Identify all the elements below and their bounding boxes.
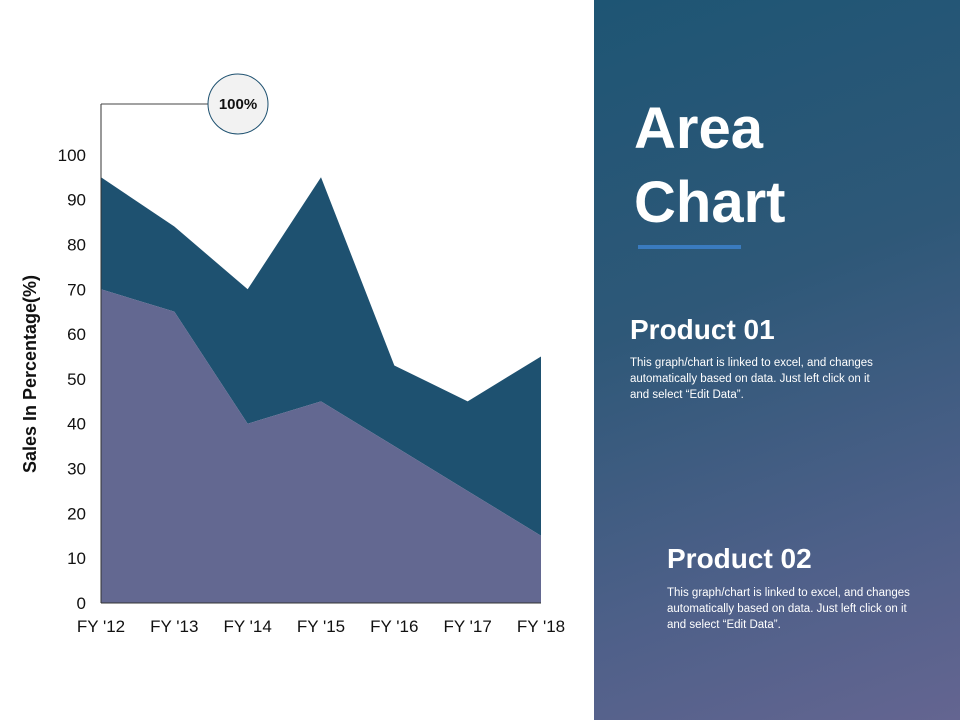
- product-01-heading: Product 01: [630, 314, 775, 345]
- product-02-heading: Product 02: [667, 543, 812, 574]
- product-02-description: This graph/chart is linked to excel, and…: [667, 587, 910, 631]
- x-tick-label: FY '15: [297, 617, 345, 636]
- title-line-1: Area: [634, 96, 763, 161]
- callout-circle: [207, 73, 269, 135]
- x-tick-label: FY '17: [444, 617, 492, 636]
- y-tick-label: 60: [67, 325, 86, 344]
- x-tick-label: FY '14: [224, 617, 272, 636]
- y-tick-label: 70: [67, 280, 86, 299]
- area-series-1: [101, 289, 541, 603]
- side-panel: Area Chart Product 01 This graph/chart is…: [594, 0, 960, 720]
- y-tick-label: 40: [67, 415, 86, 434]
- title-underline: [638, 245, 741, 249]
- y-tick-label: 80: [67, 235, 86, 254]
- x-tick-label: FY '12: [77, 617, 125, 636]
- area-chart: 0 10 20 30 40 50 60 70 80 90 100 FY '12 FY '13 FY '14…: [20, 73, 565, 636]
- y-tick-label: 90: [67, 191, 86, 210]
- x-tick-label: FY '16: [370, 617, 418, 636]
- y-axis-label: Sales In Percentage(%): [20, 275, 40, 473]
- panel-title: Area Chart: [634, 92, 934, 240]
- y-tick-label: 100: [58, 146, 86, 165]
- y-tick-label: 50: [67, 370, 86, 389]
- x-tick-label: FY '18: [517, 617, 565, 636]
- area-series-2: [101, 177, 541, 536]
- y-tick-label: 0: [77, 594, 86, 613]
- y-tick-label: 10: [67, 549, 86, 568]
- chart-area: 0 10 20 30 40 50 60 70 80 90 100 FY '12 FY '13 FY '14…: [20, 73, 565, 636]
- title-line-2: Chart: [634, 170, 786, 235]
- product-01-description: This graph/chart is linked to excel, and…: [630, 357, 873, 401]
- callout-label: 100%: [219, 96, 257, 113]
- y-tick-label: 30: [67, 460, 86, 479]
- x-tick-label: FY '13: [150, 617, 198, 636]
- y-tick-label: 20: [67, 504, 86, 523]
